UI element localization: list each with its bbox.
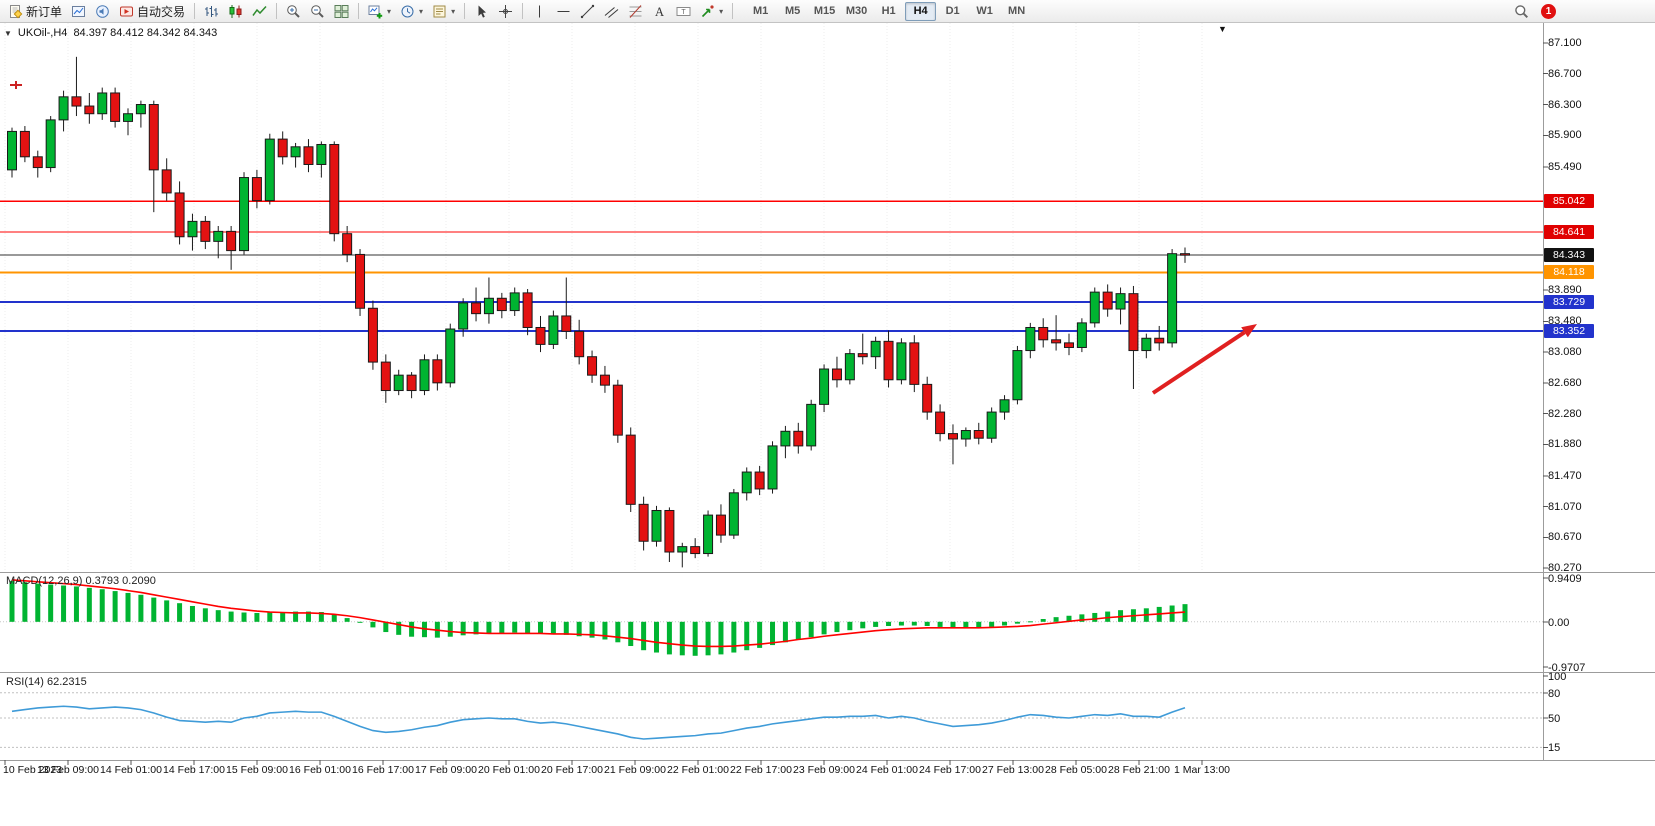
text-button[interactable]: A [648,1,671,22]
main-toolbar: 新订单 自动交易 ▾ ▾ ▾ A T ▾ M1 M5 M15 M30 H1 H4 D1 W1 MN 1 [0,0,1655,23]
toolbar-buttons: 新订单 自动交易 ▾ ▾ ▾ A T ▾ [4,1,737,22]
tile-windows-button[interactable] [330,1,353,22]
macd-indicator-label: MACD(12,26,9) 0.3793 0.2090 [6,575,156,587]
zoom-in-icon [286,4,301,19]
vertical-line-icon [532,4,547,19]
timeframe-button-m5[interactable]: M5 [784,5,801,17]
chart-title-bar: ▼ UKOil-,H4 84.397 84.412 84.342 84.343 [4,27,217,39]
dropdown-arrow-icon: ▾ [387,6,392,16]
templates-icon [432,4,447,19]
candlestick-chart-icon [228,4,243,19]
auto-trading-button[interactable]: 自动交易 [115,1,189,22]
toolbar-right: 1 [1510,1,1556,22]
timeframe-button-h4[interactable]: H4 [905,1,937,21]
horizontal-line-button[interactable] [552,1,575,22]
rsi-indicator-label: RSI(14) 62.2315 [6,676,87,688]
toolbar-separator [194,3,196,19]
toolbar-separator [464,3,466,19]
bar-chart-button[interactable] [200,1,223,22]
zoom-out-button[interactable] [306,1,329,22]
svg-text:T: T [681,9,686,16]
toolbar-separator [358,3,360,19]
new-chart-button[interactable]: ▾ [364,1,395,22]
trendline-icon [580,4,595,19]
sound-button[interactable] [91,1,114,22]
text-icon: A [652,4,667,19]
arrows-icon [700,4,715,19]
tile-windows-icon [334,4,349,19]
label-button[interactable]: T [672,1,695,22]
timeframe-button-w1[interactable]: W1 [976,5,993,17]
chart-dropdown-caret-icon[interactable]: ▼ [4,28,12,38]
new-order-label: 新订单 [26,4,63,19]
dropdown-arrow-icon: ▾ [419,6,424,16]
line-chart-button[interactable] [248,1,271,22]
bar-chart-icon [204,4,219,19]
svg-text:A: A [655,5,664,19]
toolbar-separator [276,3,278,19]
vertical-line-button[interactable] [528,1,551,22]
notification-badge[interactable]: 1 [1541,3,1556,19]
search-button[interactable] [1510,1,1533,22]
cursor-icon [474,4,489,19]
candlestick-chart-button[interactable] [224,1,247,22]
fibonacci-icon [628,4,643,19]
trend-arrow-annotation[interactable] [1151,324,1257,395]
vertical-gridlines [4,23,1203,572]
crosshair-icon [498,4,513,19]
sound-icon [95,4,110,19]
zoom-out-icon [310,4,325,19]
zoom-in-button[interactable] [282,1,305,22]
arrows-button[interactable]: ▾ [696,1,727,22]
new-order-icon [8,4,23,19]
label-icon: T [676,4,691,19]
macd-panel [0,579,1543,656]
trendline-button[interactable] [576,1,599,22]
charts-button[interactable] [67,1,90,22]
panel-separators[interactable] [0,23,1655,761]
timeframe-button-h1[interactable]: H1 [881,5,896,17]
axis-ticks [4,42,1548,765]
auto-trading-label: 自动交易 [137,4,186,19]
horizontal-line-icon [556,4,571,19]
templates-button[interactable]: ▾ [428,1,459,22]
crosshair-button[interactable] [494,1,517,22]
toolbar-separator [522,3,524,19]
auto-trading-icon [119,4,134,19]
channel-icon [604,4,619,19]
new-order-button[interactable]: 新订单 [4,1,66,22]
search-icon [1514,4,1529,19]
chart-window-caret-icon[interactable]: ▼ [1218,24,1227,34]
charts-icon [71,4,86,19]
dropdown-arrow-icon: ▾ [719,6,724,16]
new-chart-icon [368,4,383,19]
timeframe-button-d1[interactable]: D1 [945,5,960,17]
timeframe-button-m15[interactable]: M15 [813,5,836,17]
dropdown-arrow-icon: ▾ [451,6,456,16]
toolbar-separator [732,3,734,19]
candlesticks [7,56,1190,568]
macd-signal-line [11,579,1186,648]
horizontal-line-objects[interactable] [0,200,1543,333]
profiles-icon [400,4,415,19]
profiles-button[interactable]: ▾ [396,1,427,22]
timeframe-button-mn[interactable]: MN [1008,5,1026,17]
chart-ohlc-values: 84.397 84.412 84.342 84.343 [73,27,218,39]
line-chart-icon [252,4,267,19]
channel-button[interactable] [600,1,623,22]
timeframe-toolbar: M1 M5 M15 M30 H1 H4 D1 W1 MN [745,1,1032,21]
timeframe-button-m1[interactable]: M1 [752,5,769,17]
cursor-button[interactable] [470,1,493,22]
timeframe-button-m30[interactable]: M30 [845,5,868,17]
rsi-panel [0,692,1543,748]
rsi-line [11,705,1186,740]
chart-symbol-period: UKOil-,H4 [17,27,68,39]
fibonacci-button[interactable] [624,1,647,22]
cross-marker-annotation[interactable] [10,81,22,89]
